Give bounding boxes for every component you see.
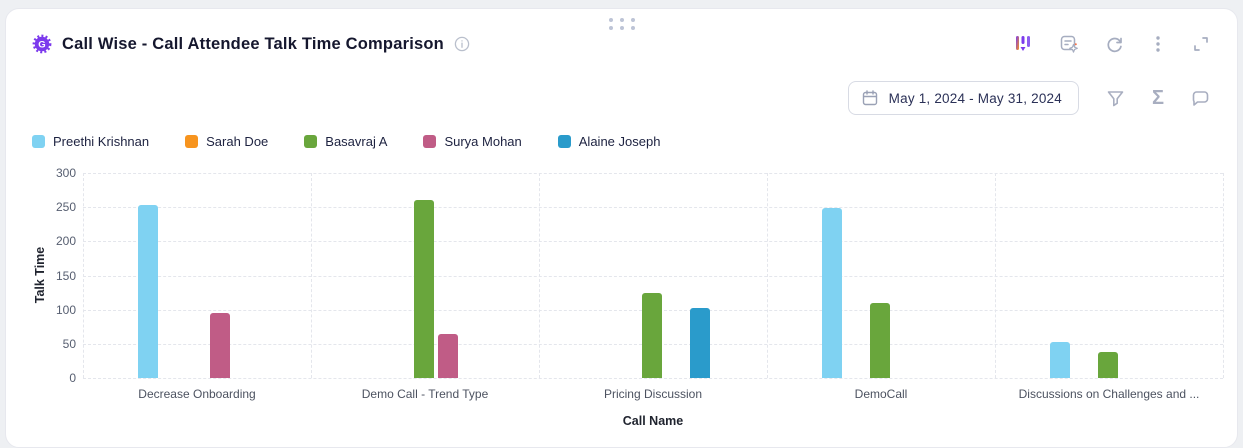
legend-label: Surya Mohan: [444, 134, 522, 149]
legend-swatch-icon: [32, 135, 45, 148]
category-column: [539, 173, 767, 378]
h-gridline: [83, 378, 1223, 379]
bar[interactable]: [870, 302, 890, 378]
legend-swatch-icon: [304, 135, 318, 148]
bar[interactable]: [1050, 342, 1070, 378]
drag-handle-icon[interactable]: [608, 18, 635, 30]
plot-area: [83, 173, 1224, 379]
bar[interactable]: [1098, 352, 1118, 378]
widget-title: Call Wise - Call Attendee Talk Time Comp…: [62, 34, 444, 53]
v-gridline: [539, 173, 540, 378]
x-tick-label: Pricing Discussion: [603, 387, 703, 401]
legend-item[interactable]: Alaine Joseph: [557, 134, 661, 149]
legend-label: Preethi Krishnan: [53, 134, 150, 149]
x-tick-label: Discussions on Challenges and ...: [1018, 387, 1200, 401]
bar[interactable]: [822, 207, 842, 378]
expand-icon[interactable]: [1191, 34, 1211, 54]
v-gridline: [995, 173, 996, 378]
date-range-value: May 1, 2024 - May 31, 2024: [888, 90, 1062, 106]
legend-swatch-icon: [423, 135, 437, 148]
legend-label: Basavraj A: [325, 134, 388, 149]
legend-item[interactable]: Preethi Krishnan: [32, 134, 149, 149]
y-tick-label: 100: [55, 302, 76, 317]
h-gridline: [83, 207, 1223, 209]
category-column: [767, 173, 995, 378]
svg-text:G: G: [38, 39, 45, 50]
widget-header: G Call Wise - Call Attendee Talk Time Co…: [32, 33, 1211, 55]
info-icon[interactable]: [454, 36, 470, 52]
bar-chart: Talk Time 0 50 100 150 200 250 300 Decrease On…: [6, 165, 1237, 435]
y-tick-label: 150: [55, 268, 76, 283]
y-tick-label: 200: [55, 234, 76, 249]
comment-icon[interactable]: [1190, 88, 1211, 109]
v-gridline: [767, 173, 768, 378]
bar[interactable]: [414, 200, 434, 378]
category-column: [995, 173, 1223, 378]
ai-summary-icon[interactable]: [1058, 33, 1080, 55]
date-range-picker[interactable]: May 1, 2024 - May 31, 2024: [847, 81, 1079, 115]
y-axis-ticks: 0 50 100 150 200 250 300: [6, 165, 76, 435]
x-tick-label: Decrease Onboarding: [138, 387, 256, 401]
header-actions: [1012, 33, 1211, 55]
category-column: [83, 173, 311, 378]
legend-label: Alaine Joseph: [578, 134, 661, 149]
sigma-icon[interactable]: Σ: [1151, 87, 1164, 109]
h-gridline: [83, 275, 1223, 277]
x-tick-label: Demo Call - Trend Type: [361, 387, 489, 401]
legend-swatch-icon: [185, 135, 199, 148]
bar[interactable]: [438, 333, 458, 378]
calendar-icon: [862, 90, 877, 106]
v-gridline: [1223, 173, 1224, 378]
y-tick-label: 50: [62, 336, 76, 351]
bar[interactable]: [138, 205, 158, 378]
bar[interactable]: [642, 293, 662, 378]
chart-settings-icon[interactable]: [1012, 33, 1034, 55]
v-gridline: [83, 173, 84, 378]
y-tick-label: 0: [69, 371, 76, 385]
toolbar: May 1, 2024 - May 31, 2024 Σ: [847, 81, 1211, 115]
v-gridline: [311, 173, 312, 378]
legend-swatch-icon: [557, 135, 571, 148]
x-tick-label: DemoCall: [854, 387, 908, 401]
filter-icon[interactable]: [1105, 88, 1126, 109]
y-tick-label: 250: [55, 200, 76, 215]
refresh-icon[interactable]: [1104, 34, 1125, 55]
legend-item[interactable]: Surya Mohan: [423, 134, 522, 149]
category-column: [311, 173, 539, 378]
legend: Preethi Krishnan Sarah Doe Basavraj A Surya…: [32, 134, 660, 149]
y-tick-label: 300: [55, 166, 76, 180]
legend-item[interactable]: Sarah Doe: [185, 134, 268, 149]
legend-label: Sarah Doe: [206, 134, 269, 149]
bar[interactable]: [690, 308, 710, 378]
h-gridline: [83, 173, 1223, 174]
kebab-menu-icon[interactable]: [1149, 34, 1167, 54]
g-badge-icon: G: [32, 34, 52, 54]
x-axis-title: Call Name: [622, 414, 684, 428]
h-gridline: [83, 241, 1223, 243]
bar[interactable]: [210, 313, 230, 378]
widget-card: G Call Wise - Call Attendee Talk Time Co…: [5, 8, 1238, 448]
legend-item[interactable]: Basavraj A: [304, 134, 387, 149]
